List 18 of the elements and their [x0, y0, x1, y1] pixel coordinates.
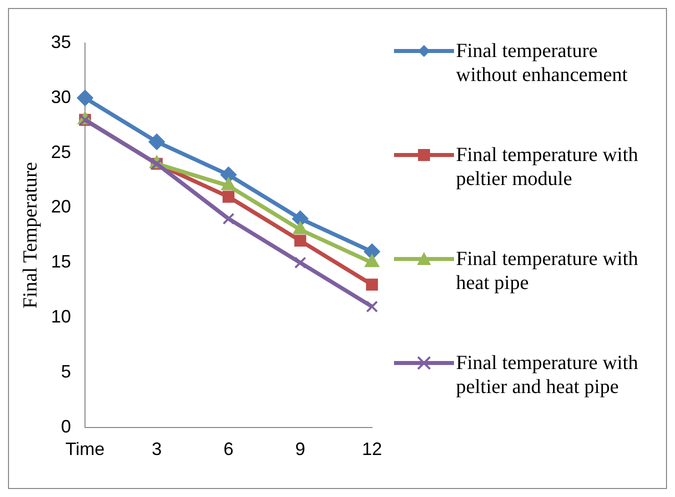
- legend-label: Final temperature with peltier and heat pipe: [456, 351, 640, 399]
- legend-label: Final temperature with peltier module: [456, 143, 640, 191]
- legend-label: Final temperature without enhancement: [456, 39, 629, 87]
- y-tick-label: 5: [61, 361, 72, 382]
- x-tick-label: 6: [224, 439, 234, 460]
- y-tick-label: 15: [50, 252, 72, 272]
- y-tick-label: 10: [50, 306, 72, 327]
- x-tick-label: 12: [362, 439, 382, 460]
- x-tick-label: 3: [152, 439, 162, 460]
- x-tick-label: Time: [65, 439, 105, 460]
- y-tick-label: 35: [50, 32, 72, 52]
- y-tick-label: 30: [50, 86, 72, 107]
- y-tick-label: 20: [50, 196, 72, 217]
- y-tick-label: 0: [61, 416, 72, 436]
- y-axis-title: Final Temperature: [19, 162, 42, 308]
- y-tick-label: 25: [50, 142, 72, 162]
- x-tick-label: 9: [295, 439, 306, 460]
- legend-label: Final temperature with heat pipe: [456, 247, 640, 295]
